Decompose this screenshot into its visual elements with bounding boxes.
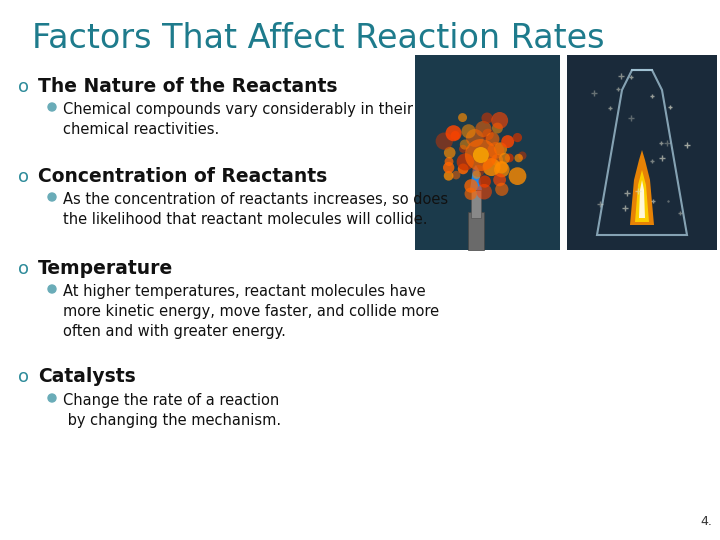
Circle shape: [465, 139, 497, 171]
Circle shape: [517, 153, 527, 163]
Circle shape: [474, 125, 486, 137]
Polygon shape: [630, 150, 654, 225]
Text: 4.: 4.: [700, 515, 712, 528]
Circle shape: [466, 123, 475, 132]
Bar: [471, 190, 481, 218]
Circle shape: [494, 144, 512, 162]
Circle shape: [459, 178, 474, 193]
Circle shape: [494, 144, 506, 157]
Circle shape: [479, 111, 492, 125]
Circle shape: [457, 188, 468, 200]
Circle shape: [505, 164, 523, 181]
Circle shape: [495, 176, 506, 188]
Circle shape: [474, 131, 486, 143]
Circle shape: [461, 165, 473, 177]
Circle shape: [439, 172, 456, 189]
Text: Concentration of Reactants: Concentration of Reactants: [38, 167, 328, 186]
Circle shape: [460, 146, 476, 161]
Circle shape: [48, 103, 56, 111]
Polygon shape: [470, 165, 482, 190]
Circle shape: [496, 137, 505, 146]
Polygon shape: [639, 180, 645, 218]
Circle shape: [507, 127, 516, 137]
Text: o: o: [18, 78, 29, 96]
Circle shape: [450, 157, 461, 168]
Circle shape: [498, 141, 508, 152]
Circle shape: [473, 147, 489, 163]
FancyBboxPatch shape: [567, 55, 717, 250]
Circle shape: [478, 179, 494, 194]
Circle shape: [450, 171, 466, 186]
Polygon shape: [635, 170, 649, 222]
Circle shape: [434, 155, 452, 173]
Circle shape: [444, 122, 460, 138]
Text: o: o: [18, 368, 29, 386]
FancyBboxPatch shape: [415, 55, 560, 250]
Circle shape: [494, 118, 509, 134]
Circle shape: [506, 153, 516, 162]
Circle shape: [476, 186, 485, 195]
Text: As the concentration of reactants increases, so does
the likelihood that reactan: As the concentration of reactants increa…: [63, 192, 448, 227]
Circle shape: [48, 285, 56, 293]
Circle shape: [460, 151, 472, 162]
Text: Factors That Affect Reaction Rates: Factors That Affect Reaction Rates: [32, 22, 605, 55]
Text: Catalysts: Catalysts: [38, 368, 136, 387]
Text: o: o: [18, 260, 29, 278]
Circle shape: [451, 144, 460, 154]
Text: The Nature of the Reactants: The Nature of the Reactants: [38, 78, 338, 97]
Circle shape: [438, 138, 454, 153]
Circle shape: [48, 193, 56, 201]
Text: At higher temperatures, reactant molecules have
more kinetic energy, move faster: At higher temperatures, reactant molecul…: [63, 284, 439, 339]
Text: Chemical compounds vary considerably in their
chemical reactivities.: Chemical compounds vary considerably in …: [63, 102, 413, 137]
Bar: [468, 212, 484, 250]
Circle shape: [454, 131, 464, 142]
Circle shape: [498, 177, 510, 190]
Circle shape: [468, 130, 476, 138]
Circle shape: [491, 125, 508, 142]
Circle shape: [462, 106, 479, 123]
Text: o: o: [18, 168, 29, 186]
Text: Change the rate of a reaction
 by changing the mechanism.: Change the rate of a reaction by changin…: [63, 393, 281, 428]
Circle shape: [464, 164, 477, 177]
Circle shape: [487, 155, 503, 172]
Circle shape: [503, 152, 520, 168]
Circle shape: [487, 161, 502, 176]
Circle shape: [48, 394, 56, 402]
Circle shape: [512, 155, 521, 164]
Circle shape: [464, 136, 481, 153]
Circle shape: [477, 168, 487, 179]
Circle shape: [485, 132, 497, 143]
Circle shape: [500, 162, 513, 175]
Text: Temperature: Temperature: [38, 260, 174, 279]
